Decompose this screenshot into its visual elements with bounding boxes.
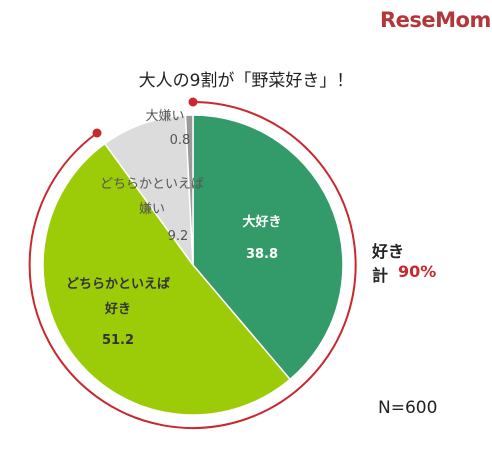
pie-slice <box>42 142 292 416</box>
value-label: 0.8 <box>169 133 191 148</box>
value-label: 9.2 <box>167 229 189 244</box>
chart-title: 大人の9割が「野菜好き」！ <box>138 71 354 91</box>
value-label: 38.8 <box>245 247 279 262</box>
value-label: 51.2 <box>101 333 135 348</box>
slice-label: 大嫌い <box>145 109 185 124</box>
sum-value: 90% <box>398 262 437 281</box>
sample-size: N=600 <box>378 398 438 418</box>
sum-prefix: 計 <box>372 266 389 285</box>
sum-label: 好き <box>372 242 405 261</box>
slice-label: どちらかといえば好き <box>65 277 170 317</box>
sum-arc <box>28 101 357 429</box>
slice-label: 大好き <box>242 215 282 230</box>
pie-slice <box>103 114 194 268</box>
pie-slice <box>184 114 194 266</box>
pie-slice <box>192 114 344 381</box>
arc-dot <box>188 97 198 107</box>
arc-dot <box>92 128 102 138</box>
slice-label: どちらかといえば嫌い <box>99 177 204 217</box>
logo: ReseMom <box>380 8 491 32</box>
